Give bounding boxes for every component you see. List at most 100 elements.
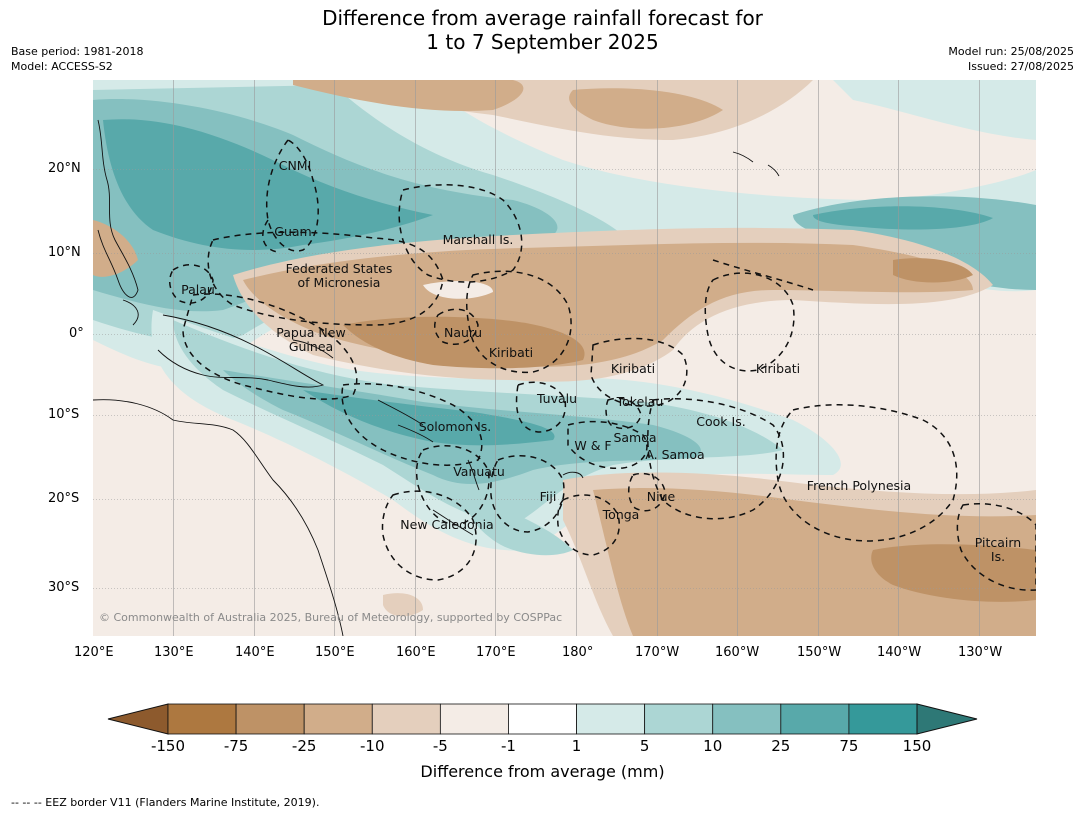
- wet-new-caledonia-tail: [469, 500, 573, 556]
- label-papua-new-guinea-line-1: Papua New: [276, 325, 345, 340]
- eez-solomon: [341, 382, 483, 466]
- colorbar-low-extension: [107, 703, 169, 735]
- label-kiribati-east: Kiribati: [756, 361, 800, 376]
- label-american-samoa: A. Samoa: [645, 447, 704, 462]
- label-cnmi: CNMI: [279, 158, 312, 173]
- colorbar-tick-label: 5: [639, 737, 650, 755]
- label-pitcairn-islands-line-1: Pitcairn: [975, 535, 1021, 550]
- label-tokelau: Tokelau: [616, 394, 664, 409]
- wet-pacific-northeast: [833, 80, 1036, 140]
- label-papua-new-guinea: Papua New Guinea: [276, 325, 345, 354]
- lat-label-10s: 10°S: [48, 407, 80, 422]
- lon-label-150e: 150°E: [315, 645, 355, 660]
- eez-niue: [628, 472, 666, 512]
- place-labels: CNMI Guam Marshall Is. Federated States o…: [181, 158, 1021, 564]
- lat-label-10n: 10°N: [48, 245, 81, 260]
- colorbar-bin-8: [712, 703, 782, 735]
- new-caledonia-coast: [432, 509, 474, 536]
- wet-east-cell-inner: [813, 206, 993, 230]
- lon-label-140w: 140°W: [877, 645, 922, 660]
- label-guam-line-1: Guam: [274, 224, 311, 239]
- wet-spcz-core: [303, 390, 555, 446]
- lon-label-170w: 170°W: [635, 645, 680, 660]
- lat-label-30s: 30°S: [48, 580, 80, 595]
- eez-cook-islands: [647, 397, 785, 520]
- eez-cnmi: [265, 139, 319, 252]
- fiji-coast: [562, 471, 584, 479]
- lat-label-eq: 0°: [69, 326, 84, 341]
- label-tonga: Tonga: [602, 507, 640, 522]
- lon-label-180: 180°: [562, 645, 594, 660]
- colorbar-title: Difference from average (mm): [420, 762, 665, 781]
- eez-borders: [168, 139, 1036, 591]
- label-federated-states-micronesia-line-1: Federated States: [286, 261, 393, 276]
- map-title: Difference from average rainfall forecas…: [0, 6, 1085, 54]
- colorbar-tick-label: 25: [771, 737, 791, 755]
- label-pitcairn-islands: Pitcairn Is.: [975, 535, 1021, 564]
- lat-label-20s: 20°S: [48, 491, 80, 506]
- eez-pitcairn: [956, 502, 1036, 591]
- colorbar-tick-label: -75: [223, 737, 249, 755]
- eez-tuvalu: [515, 381, 567, 433]
- dry-south-core: [871, 544, 1036, 602]
- label-solomon-islands-line-1: Solomon Is.: [419, 419, 492, 434]
- dry-equatorial-gap: [423, 280, 493, 299]
- label-kiribati-central: Kiribati: [611, 361, 655, 376]
- new-guinea-coast: [157, 314, 325, 388]
- colorbar-tick-label: 75: [839, 737, 859, 755]
- label-vanuatu-line-1: Vanuatu: [453, 464, 505, 479]
- label-french-polynesia-line-1: French Polynesia: [807, 478, 911, 493]
- label-samoa-line-1: Samoa: [613, 430, 656, 445]
- label-cook-islands: Cook Is.: [696, 414, 745, 429]
- colorbar-bin-5: [508, 703, 577, 735]
- lon-label-130w: 130°W: [958, 645, 1003, 660]
- rainfall-map-svg: CNMI Guam Marshall Is. Federated States o…: [93, 80, 1036, 636]
- new-britain-coast: [292, 339, 334, 359]
- label-solomon-islands: Solomon Is.: [419, 419, 492, 434]
- dry-anomaly-regions: [93, 80, 1036, 636]
- eez-guam: [262, 219, 279, 253]
- label-nauru-line-1: Nauru: [444, 325, 482, 340]
- colorbar-bin-3: [371, 703, 441, 735]
- lon-label-170e: 170°E: [476, 645, 516, 660]
- label-tonga-line-1: Tonga: [602, 507, 640, 522]
- label-kiribati-central-line-1: Kiribati: [611, 361, 655, 376]
- label-wallis-futuna-line-1: W & F: [574, 438, 611, 453]
- eez-kiribati-central: [590, 337, 688, 407]
- label-french-polynesia: French Polynesia: [807, 478, 911, 493]
- eez-micronesia: [207, 231, 444, 326]
- label-tokelau-line-1: Tokelau: [616, 394, 664, 409]
- label-tuvalu-line-1: Tuvalu: [536, 391, 577, 406]
- colorbar-tick-label: 150: [902, 737, 932, 755]
- colorbar-tick-label: -1: [500, 737, 516, 755]
- colorbar-bin-10: [848, 703, 918, 735]
- label-vanuatu: Vanuatu: [453, 464, 505, 479]
- dry-north-top-core: [293, 80, 524, 111]
- rainfall-map: CNMI Guam Marshall Is. Federated States o…: [93, 80, 1036, 636]
- eez-palau: [168, 264, 214, 304]
- colorbar-bin-7: [644, 703, 714, 735]
- lon-label-120e: 120°E: [74, 645, 114, 660]
- eez-new-caledonia: [381, 490, 477, 581]
- colorbar-bin-0: [167, 703, 237, 735]
- colorbar-tick-label: 10: [703, 737, 723, 755]
- lon-label-160w: 160°W: [715, 645, 760, 660]
- label-wallis-futuna: W & F: [574, 438, 611, 453]
- solomon-islands-coast: [377, 399, 434, 443]
- australia-coast: [93, 399, 344, 636]
- label-new-caledonia: New Caledonia: [400, 517, 493, 532]
- label-samoa: Samoa: [613, 430, 656, 445]
- model-text: Model: ACCESS-S2: [11, 60, 113, 73]
- eez-marshall: [398, 184, 523, 283]
- eez-kiribati-east: [704, 272, 795, 372]
- dry-equatorial-east-core: [893, 258, 973, 283]
- label-american-samoa-line-1: A. Samoa: [645, 447, 704, 462]
- label-cnmi-line-1: CNMI: [279, 158, 312, 173]
- dry-south-mid: [593, 488, 1036, 636]
- colorbar-tick-label: 1: [571, 737, 582, 755]
- colorbar-bin-6: [576, 703, 646, 735]
- model-run-text: Model run: 25/08/2025: [948, 45, 1074, 58]
- lon-label-130e: 130°E: [154, 645, 194, 660]
- label-palau-line-1: Palau: [181, 282, 215, 297]
- dry-north-top-east: [569, 88, 723, 129]
